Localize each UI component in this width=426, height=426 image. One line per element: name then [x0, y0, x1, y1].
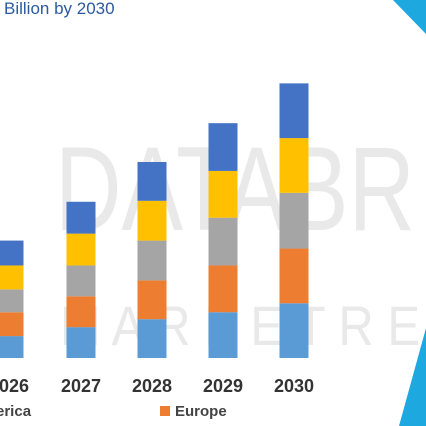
legend-label-1: erica	[0, 403, 32, 420]
bar-segment-2027-series-4	[66, 233, 96, 266]
corner-accent-top-right	[393, 0, 426, 34]
bar-segment-2027-series-5	[66, 201, 96, 234]
bar-segment-2029-series-5	[208, 123, 238, 171]
bar-segment-2028-series-3	[137, 240, 167, 281]
bar-segment-2026-series-1	[0, 336, 24, 358]
bar-segment-2030-series-5	[279, 83, 309, 139]
bar-segment-2027-series-1	[66, 327, 96, 358]
bar-segment-2027-series-3	[66, 265, 96, 297]
x-tick-label-2027: 2027	[61, 376, 101, 396]
bar-segment-2029-series-2	[208, 265, 238, 313]
x-tick-label-2026: 2026	[0, 376, 29, 396]
chart-title: Billion by 2030	[4, 0, 115, 18]
bar-segment-2030-series-3	[279, 192, 309, 249]
watermark-line-2: M A R K E T R E	[60, 294, 420, 357]
bar-segment-2029-series-4	[208, 170, 238, 218]
bar-segment-2026-series-5	[0, 240, 24, 266]
legend-label-2: Europe	[175, 403, 227, 420]
legend-swatch-2	[160, 406, 170, 416]
bar-segment-2026-series-4	[0, 265, 24, 290]
bar-segment-2030-series-1	[279, 303, 309, 358]
bar-segment-2029-series-1	[208, 312, 238, 358]
bar-segment-2029-series-3	[208, 217, 238, 266]
bar-segment-2028-series-5	[137, 161, 167, 201]
bar-segment-2026-series-2	[0, 312, 24, 337]
bar-segment-2027-series-2	[66, 296, 96, 328]
bar-segment-2026-series-3	[0, 289, 24, 313]
corner-accent-bottom-right	[399, 328, 426, 426]
bar-segment-2030-series-2	[279, 248, 309, 304]
x-tick-label-2030: 2030	[274, 376, 314, 396]
bar-segment-2028-series-1	[137, 319, 167, 358]
bar-segment-2028-series-2	[137, 280, 167, 320]
bar-segment-2028-series-4	[137, 200, 167, 241]
bar-segment-2030-series-4	[279, 138, 309, 193]
x-tick-label-2028: 2028	[132, 376, 172, 396]
x-tick-label-2029: 2029	[203, 376, 243, 396]
